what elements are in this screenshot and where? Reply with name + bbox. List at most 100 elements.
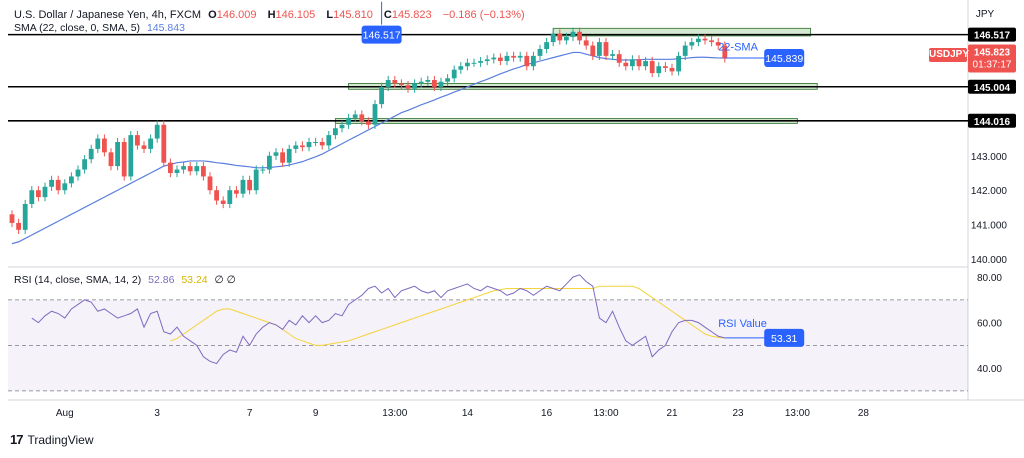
sr-axis-label-bg	[968, 79, 1016, 94]
candle-body	[399, 83, 404, 86]
candle-body	[234, 190, 239, 194]
candle-body	[22, 204, 28, 230]
candle-body	[478, 61, 483, 63]
rsi-ma-line	[170, 285, 725, 346]
annotation-text: 22-SMA	[718, 42, 758, 54]
candle-body	[630, 59, 635, 67]
candle-body	[616, 54, 622, 63]
candle-body	[663, 66, 668, 68]
candle-body	[247, 179, 252, 191]
candle-body	[346, 117, 351, 125]
candle-body	[682, 45, 688, 56]
sma-legend-value: 145.843	[146, 22, 185, 34]
candle-body	[69, 176, 74, 184]
time-tick-label: Aug	[56, 408, 74, 419]
candle-body	[306, 142, 312, 148]
rsi-label: RSI (14, close, SMA, 14, 2)	[14, 274, 142, 286]
candle-body	[29, 190, 35, 204]
candle-body	[557, 33, 563, 41]
price-tick-label: 143.000	[971, 152, 1008, 163]
candle-body	[385, 80, 391, 87]
candle-body	[273, 152, 279, 156]
candle-body	[564, 36, 569, 41]
candle-body	[168, 162, 173, 173]
tradingview-logo-icon: 17	[10, 432, 24, 447]
time-tick-label: 7	[247, 408, 253, 419]
candle-body	[102, 138, 107, 153]
price-tick-label: 142.000	[971, 186, 1008, 197]
candle-body	[352, 114, 358, 118]
candle-body	[181, 166, 186, 170]
candle-body	[187, 166, 193, 172]
annotation-label: 145.839	[765, 53, 803, 65]
time-tick-label: 23	[732, 408, 744, 419]
sr-axis-label-bg	[968, 113, 1016, 128]
candle-body	[207, 176, 213, 191]
candle-body	[511, 55, 516, 58]
rsi-line	[31, 274, 725, 365]
candle-body	[702, 38, 708, 41]
candle-body	[280, 152, 285, 163]
candle-body	[583, 40, 589, 46]
candle-body	[643, 61, 648, 67]
candle-body	[498, 57, 503, 62]
candle-body	[570, 31, 576, 37]
ohlc-close: C145.823	[383, 9, 432, 21]
candle-body	[121, 142, 127, 177]
candle-body	[471, 62, 477, 64]
candle-body	[623, 62, 629, 67]
candle-body	[141, 145, 147, 149]
sma-label: SMA (22, close, 0, SMA, 5)	[14, 22, 141, 34]
candle-body	[42, 186, 48, 198]
candle-body	[709, 40, 714, 43]
candle-body	[537, 49, 543, 56]
candle-body	[636, 59, 642, 67]
candle-body	[465, 62, 470, 67]
price-tick-label: 140.000	[971, 255, 1008, 266]
candle-body	[524, 55, 530, 67]
candle-body	[676, 55, 681, 72]
candle-body	[227, 190, 233, 204]
candle-body	[445, 78, 450, 82]
candle-body	[504, 55, 510, 62]
candle-body	[154, 124, 160, 139]
candle-body	[161, 124, 167, 163]
candle-body	[366, 121, 371, 125]
candle-body	[148, 138, 153, 149]
candle-body	[669, 67, 675, 72]
candle-body	[491, 57, 497, 60]
candle-body	[438, 81, 444, 87]
rsi-tick-label: 40.00	[977, 364, 1002, 375]
candle-body	[517, 55, 523, 58]
tradingview-brand[interactable]: 17 TradingView	[10, 432, 94, 447]
candle-body	[88, 148, 94, 160]
candle-body	[95, 138, 101, 149]
candle-body	[339, 124, 345, 129]
candle-body	[715, 42, 721, 46]
candle-body	[590, 45, 596, 56]
sma-legend: SMA (22, close, 0, SMA, 5) 145.843	[14, 22, 189, 34]
candle-body	[689, 42, 695, 46]
instrument-title: U.S. Dollar / Japanese Yen, 4h, FXCM	[14, 9, 202, 21]
candle-body	[418, 81, 424, 84]
candle-body	[603, 42, 609, 56]
time-tick-label: 13:00	[785, 408, 810, 419]
brand-name: TradingView	[27, 432, 94, 447]
candle-body	[432, 80, 437, 87]
candle-body	[214, 190, 219, 201]
countdown-label: 01:37:17	[973, 60, 1012, 71]
candle-body	[392, 80, 398, 84]
candle-body	[240, 179, 246, 194]
candle-body	[135, 135, 140, 146]
sr-axis-label: 146.517	[974, 31, 1011, 42]
rsi-ma-legend-value: 53.24	[181, 274, 208, 286]
candle-body	[267, 155, 272, 170]
annotation-label-bg	[764, 48, 805, 67]
rsi-legend-value: 52.86	[148, 274, 175, 286]
annotation-label-bg	[361, 25, 402, 44]
time-tick-label: 28	[858, 408, 870, 419]
time-tick-label: 13:00	[382, 408, 407, 419]
candle-body	[649, 61, 655, 74]
